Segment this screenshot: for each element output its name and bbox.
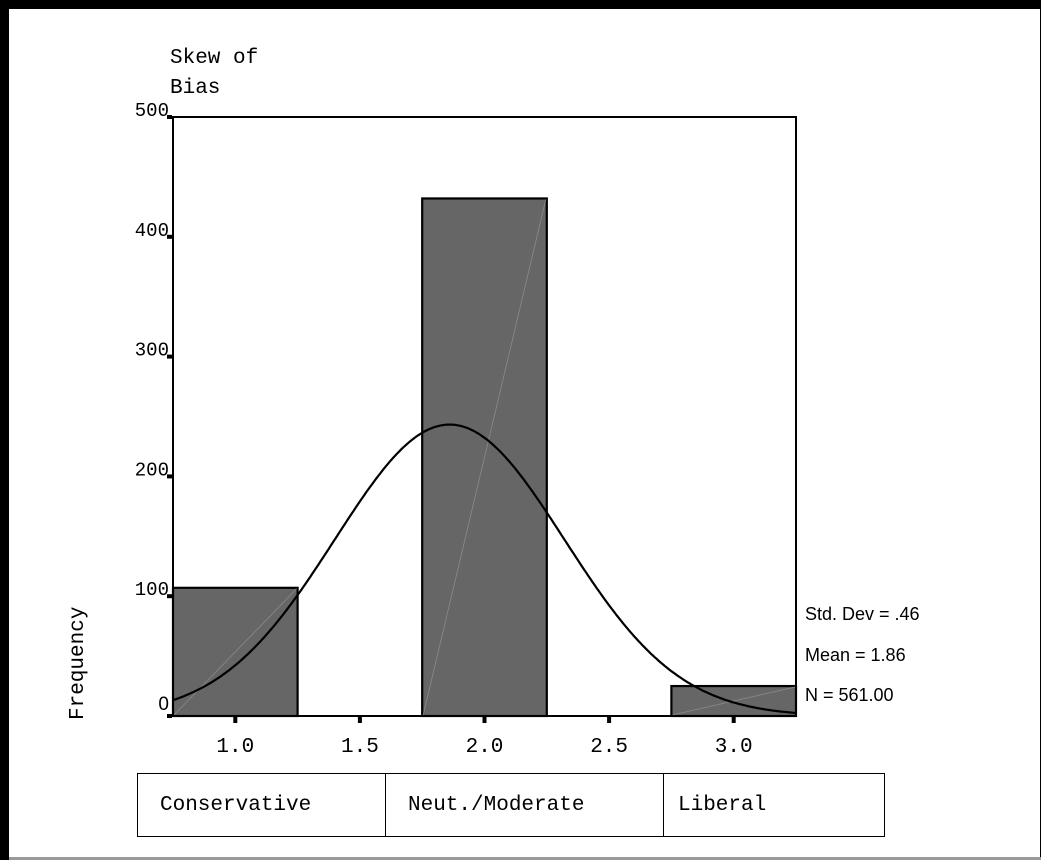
y-tick-label: 500 (135, 100, 169, 122)
frame-top-border (0, 0, 1041, 9)
y-axis-label: Frequency (67, 607, 90, 720)
category-label-neutral-moderate: Neut./Moderate (385, 773, 665, 837)
x-tick-label: 2.0 (466, 736, 504, 759)
stat-mean: Mean = 1.86 (805, 645, 906, 665)
stat-std-dev: Std. Dev = .46 (805, 604, 920, 624)
x-tick-label: 1.5 (341, 736, 379, 759)
y-axis-ticks: 0 100 200 300 400 500 (135, 100, 172, 718)
y-tick-label: 0 (158, 694, 169, 715)
normal-curve (172, 423, 797, 715)
bar-diagonal-shading (672, 686, 796, 716)
x-tick-label: 3.0 (715, 736, 753, 759)
y-tick-label: 300 (135, 340, 169, 362)
y-tick-mark (167, 354, 172, 359)
plot-area-frame (172, 116, 797, 717)
y-tick-label: 200 (135, 459, 169, 481)
bar-diagonal-shading (422, 199, 547, 716)
y-tick-mark (167, 594, 172, 599)
y-tick-mark (167, 234, 172, 239)
chart-title-line-1: Skew of (170, 47, 258, 70)
bar-diagonal-shading (173, 588, 297, 716)
x-tick-mark (357, 717, 362, 723)
x-tick-label: 2.5 (590, 736, 628, 759)
x-tick-mark (607, 717, 612, 723)
x-tick-label: 1.0 (216, 736, 254, 759)
y-tick-mark (167, 474, 172, 479)
x-tick-mark (233, 717, 238, 723)
frame-left-border (0, 0, 9, 860)
x-tick-mark (731, 717, 736, 723)
x-axis-ticks: 1.0 1.5 2.0 2.5 3.0 (216, 717, 753, 759)
chart-title-line-2: Bias (170, 77, 220, 100)
y-tick-mark (167, 115, 172, 119)
stat-n: N = 561.00 (805, 685, 894, 705)
y-tick-label: 400 (135, 220, 169, 242)
y-tick-mark (167, 714, 172, 718)
y-tick-label: 100 (135, 579, 169, 601)
frame-bottom-border (9, 857, 1041, 860)
x-tick-mark (482, 717, 487, 723)
bars-layer (171, 197, 798, 718)
category-label-conservative: Conservative (137, 773, 387, 837)
category-label-liberal: Liberal (663, 773, 885, 837)
